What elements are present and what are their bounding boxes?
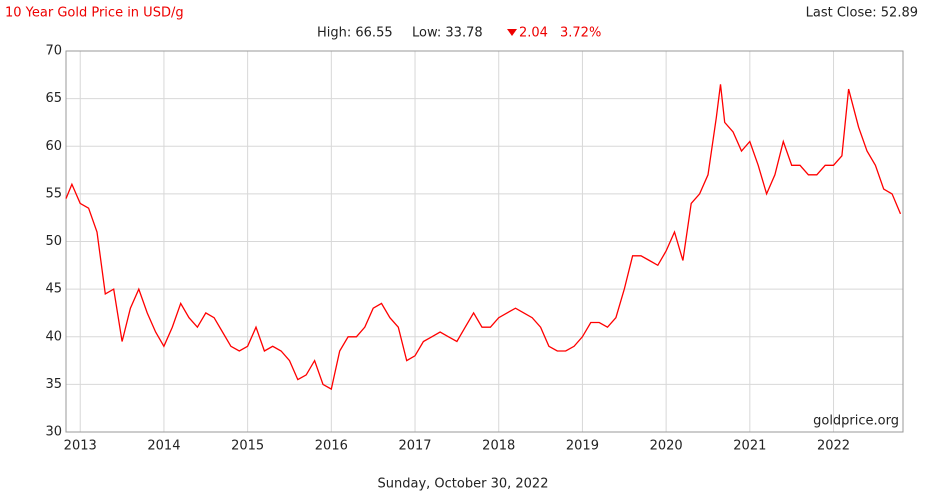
plot-border xyxy=(65,50,904,433)
x-tick-label: 2019 xyxy=(566,439,599,454)
y-tick-label: 45 xyxy=(45,282,62,297)
x-tick-label: 2021 xyxy=(733,439,766,454)
y-tick-label: 70 xyxy=(45,44,62,59)
stat-change-pct: 3.72% xyxy=(560,26,601,41)
y-tick-label: 40 xyxy=(45,329,62,344)
y-tick-label: 65 xyxy=(45,91,62,106)
x-tick-label: 2014 xyxy=(147,439,180,454)
x-tick-label: 2017 xyxy=(398,439,431,454)
stat-high: High: 66.55 xyxy=(317,26,393,41)
x-tick-label: 2018 xyxy=(482,439,515,454)
y-tick-label: 30 xyxy=(45,425,62,440)
stat-change: 2.04 xyxy=(519,26,548,41)
x-tick-label: 2015 xyxy=(231,439,264,454)
last-close: Last Close: 52.89 xyxy=(806,6,918,21)
chart-title: 10 Year Gold Price in USD/g xyxy=(5,6,184,21)
x-tick-label: 2016 xyxy=(315,439,348,454)
y-tick-label: 60 xyxy=(45,139,62,154)
source: goldprice.org xyxy=(813,414,899,429)
stat-low: Low: 33.78 xyxy=(412,26,483,41)
price-line xyxy=(65,84,902,391)
date: Sunday, October 30, 2022 xyxy=(378,477,549,492)
y-tick-label: 50 xyxy=(45,234,62,249)
x-tick-label: 2022 xyxy=(817,439,850,454)
y-tick-label: 55 xyxy=(45,186,62,201)
x-tick-label: 2020 xyxy=(650,439,683,454)
y-tick-label: 35 xyxy=(45,377,62,392)
down-arrow xyxy=(507,29,517,36)
x-tick-label: 2013 xyxy=(64,439,97,454)
